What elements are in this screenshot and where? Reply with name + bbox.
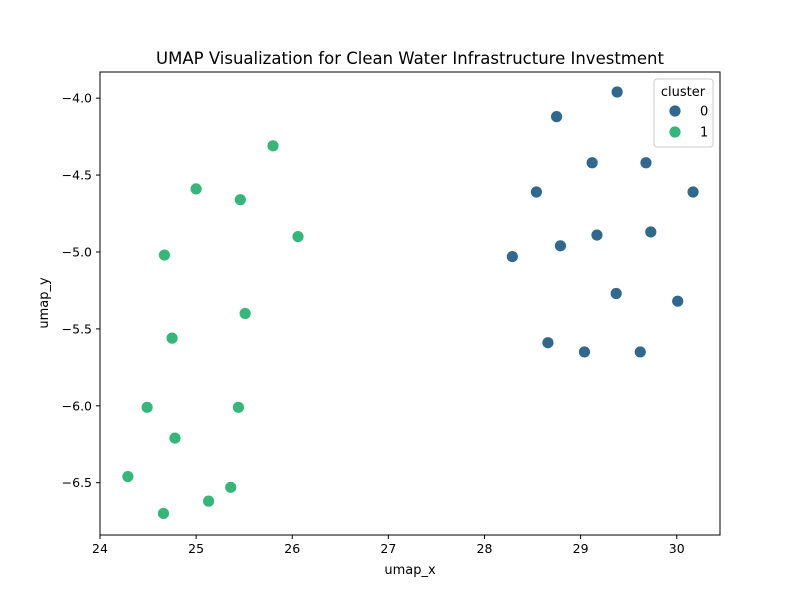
point-cluster-0 bbox=[633, 345, 647, 359]
plot-frame bbox=[99, 71, 721, 536]
x-tick-label: 26 bbox=[284, 541, 300, 556]
plot-area bbox=[100, 72, 720, 535]
x-tick-label: 28 bbox=[477, 541, 493, 556]
point-cluster-0 bbox=[541, 336, 555, 350]
legend-label-cluster-0: 0 bbox=[700, 105, 708, 120]
point-cluster-1 bbox=[202, 494, 216, 508]
y-axis: −6.5 −6.0 −5.5 −5.0 −4.5 −4.0 bbox=[62, 91, 100, 490]
legend-label-cluster-1: 1 bbox=[700, 126, 708, 141]
x-axis: 24 25 26 27 28 29 30 bbox=[92, 535, 685, 556]
y-tick-label: −4.5 bbox=[62, 168, 92, 183]
point-cluster-1 bbox=[291, 230, 305, 243]
point-cluster-0 bbox=[585, 156, 599, 170]
point-cluster-1 bbox=[189, 182, 203, 196]
x-tick-label: 24 bbox=[92, 541, 108, 556]
point-cluster-1 bbox=[157, 507, 170, 520]
y-tick-label: −6.5 bbox=[62, 475, 92, 490]
y-tick-label: −5.0 bbox=[62, 244, 92, 259]
point-cluster-1 bbox=[238, 307, 252, 320]
point-cluster-1 bbox=[233, 193, 247, 207]
x-tick-label: 29 bbox=[573, 541, 589, 556]
point-cluster-1 bbox=[140, 400, 154, 414]
legend: cluster 0 1 bbox=[653, 78, 714, 148]
x-tick-label: 30 bbox=[669, 541, 685, 556]
legend-box bbox=[653, 78, 714, 148]
point-cluster-0 bbox=[530, 185, 543, 199]
point-cluster-0 bbox=[578, 345, 591, 359]
point-cluster-1 bbox=[121, 470, 135, 483]
x-tick-label: 25 bbox=[188, 541, 204, 556]
data-points bbox=[121, 85, 700, 520]
y-tick-label: −5.5 bbox=[62, 321, 92, 336]
point-cluster-0 bbox=[554, 239, 567, 253]
point-cluster-1 bbox=[266, 139, 280, 153]
plot-background bbox=[100, 72, 720, 535]
legend-title: cluster bbox=[661, 85, 706, 100]
point-cluster-0 bbox=[550, 110, 563, 124]
point-cluster-0 bbox=[686, 185, 700, 199]
y-axis-label: umap_y bbox=[37, 277, 52, 329]
y-tick-label: −4.0 bbox=[62, 91, 92, 106]
point-cluster-0 bbox=[609, 287, 623, 300]
point-cluster-0 bbox=[505, 250, 519, 263]
legend-marker-cluster-0 bbox=[668, 104, 682, 118]
chart-title: UMAP Visualization for Clean Water Infra… bbox=[156, 49, 664, 68]
y-tick-label: −6.0 bbox=[62, 398, 92, 413]
point-cluster-0 bbox=[590, 228, 604, 242]
point-cluster-0 bbox=[610, 85, 624, 99]
point-cluster-0 bbox=[639, 156, 653, 170]
point-cluster-1 bbox=[158, 248, 171, 262]
point-cluster-1 bbox=[165, 331, 179, 345]
point-cluster-1 bbox=[224, 480, 238, 494]
point-cluster-0 bbox=[644, 225, 658, 239]
x-tick-label: 27 bbox=[380, 541, 396, 556]
legend-marker-cluster-1 bbox=[668, 125, 682, 139]
point-cluster-0 bbox=[671, 294, 685, 308]
point-cluster-1 bbox=[168, 431, 182, 445]
point-cluster-1 bbox=[232, 400, 245, 414]
x-axis-label: umap_x bbox=[384, 563, 436, 578]
